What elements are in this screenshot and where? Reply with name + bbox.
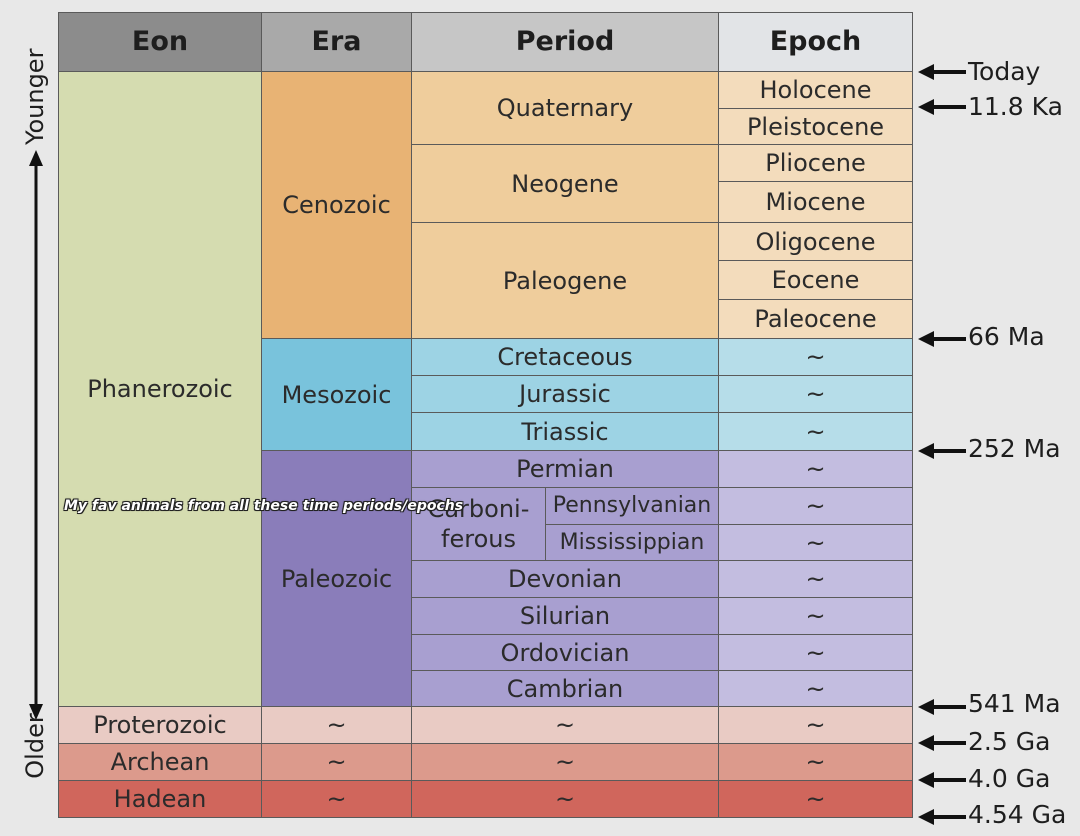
- subperiod-mississippian: Mississippian: [545, 524, 719, 561]
- period-ordovician: Ordovician: [411, 634, 719, 671]
- eon-archean: Archean: [58, 743, 262, 781]
- marker-66-ma: 66 Ma: [968, 322, 1045, 351]
- period-neogene: Neogene: [411, 144, 719, 223]
- marker-252-ma: 252 Ma: [968, 434, 1061, 463]
- era-mesozoic: Mesozoic: [261, 338, 412, 451]
- 252ma-arrow-icon: [918, 443, 966, 459]
- era-paleozoic: Paleozoic: [261, 450, 412, 707]
- period-permian: Permian: [411, 450, 719, 488]
- epoch-mississippian-placeholder: ~: [718, 524, 913, 561]
- period-cambrian: Cambrian: [411, 670, 719, 707]
- marker-today: Today: [968, 57, 1041, 86]
- period-cretaceous: Cretaceous: [411, 338, 719, 376]
- epoch-holocene: Holocene: [718, 71, 913, 109]
- 541ma-arrow-icon: [918, 699, 966, 715]
- younger-older-arrow: [29, 150, 43, 720]
- header-eon: Eon: [58, 12, 262, 72]
- younger-label: Younger: [21, 48, 49, 145]
- epoch-miocene: Miocene: [718, 181, 913, 223]
- epoch-triassic-placeholder: ~: [718, 412, 913, 451]
- period-jurassic: Jurassic: [411, 375, 719, 413]
- 2-5ga-arrow-icon: [918, 735, 966, 751]
- period-silurian: Silurian: [411, 597, 719, 635]
- period-devonian: Devonian: [411, 560, 719, 598]
- period-hadean-placeholder: ~: [411, 780, 719, 818]
- marker-2-5-ga: 2.5 Ga: [968, 727, 1051, 756]
- marker-541-ma: 541 Ma: [968, 689, 1061, 718]
- carboniferous-line1: Carboni-: [427, 495, 530, 523]
- 4-54ga-arrow-icon: [918, 809, 966, 825]
- era-archean-placeholder: ~: [261, 743, 412, 781]
- epoch-eocene: Eocene: [718, 260, 913, 300]
- epoch-cambrian-placeholder: ~: [718, 670, 913, 707]
- subperiod-pennsylvanian: Pennsylvanian: [545, 487, 719, 525]
- epoch-ordovician-placeholder: ~: [718, 634, 913, 671]
- epoch-cretaceous-placeholder: ~: [718, 338, 913, 376]
- era-cenozoic: Cenozoic: [261, 71, 412, 339]
- epoch-pennsylvanian-placeholder: ~: [718, 487, 913, 525]
- epoch-silurian-placeholder: ~: [718, 597, 913, 635]
- 11-8ka-arrow-icon: [918, 99, 966, 115]
- period-triassic: Triassic: [411, 412, 719, 451]
- older-label: Older: [21, 713, 49, 779]
- epoch-archean-placeholder: ~: [718, 743, 913, 781]
- overlay-caption: My fav animals from all these time perio…: [64, 498, 464, 514]
- today-arrow-icon: [918, 64, 966, 80]
- era-hadean-placeholder: ~: [261, 780, 412, 818]
- epoch-pliocene: Pliocene: [718, 144, 913, 182]
- epoch-oligocene: Oligocene: [718, 222, 913, 261]
- era-proterozoic-placeholder: ~: [261, 706, 412, 744]
- marker-4-0-ga: 4.0 Ga: [968, 764, 1051, 793]
- marker-4-54-ga: 4.54 Ga: [968, 800, 1067, 829]
- eon-phanerozoic: Phanerozoic: [58, 71, 262, 707]
- epoch-pleistocene: Pleistocene: [718, 108, 913, 145]
- eon-proterozoic: Proterozoic: [58, 706, 262, 744]
- 4-0ga-arrow-icon: [918, 772, 966, 788]
- period-paleogene: Paleogene: [411, 222, 719, 339]
- epoch-hadean-placeholder: ~: [718, 780, 913, 818]
- period-archean-placeholder: ~: [411, 743, 719, 781]
- epoch-paleocene: Paleocene: [718, 299, 913, 339]
- epoch-permian-placeholder: ~: [718, 450, 913, 488]
- epoch-devonian-placeholder: ~: [718, 560, 913, 598]
- 66ma-arrow-icon: [918, 331, 966, 347]
- period-proterozoic-placeholder: ~: [411, 706, 719, 744]
- header-epoch: Epoch: [718, 12, 913, 72]
- period-carboniferous: Carboni- ferous: [411, 487, 546, 561]
- epoch-jurassic-placeholder: ~: [718, 375, 913, 413]
- header-era: Era: [261, 12, 412, 72]
- epoch-proterozoic-placeholder: ~: [718, 706, 913, 744]
- eon-hadean: Hadean: [58, 780, 262, 818]
- carboniferous-line2: ferous: [441, 525, 516, 553]
- period-quaternary: Quaternary: [411, 71, 719, 145]
- marker-11-8-ka: 11.8 Ka: [968, 92, 1063, 121]
- header-period: Period: [411, 12, 719, 72]
